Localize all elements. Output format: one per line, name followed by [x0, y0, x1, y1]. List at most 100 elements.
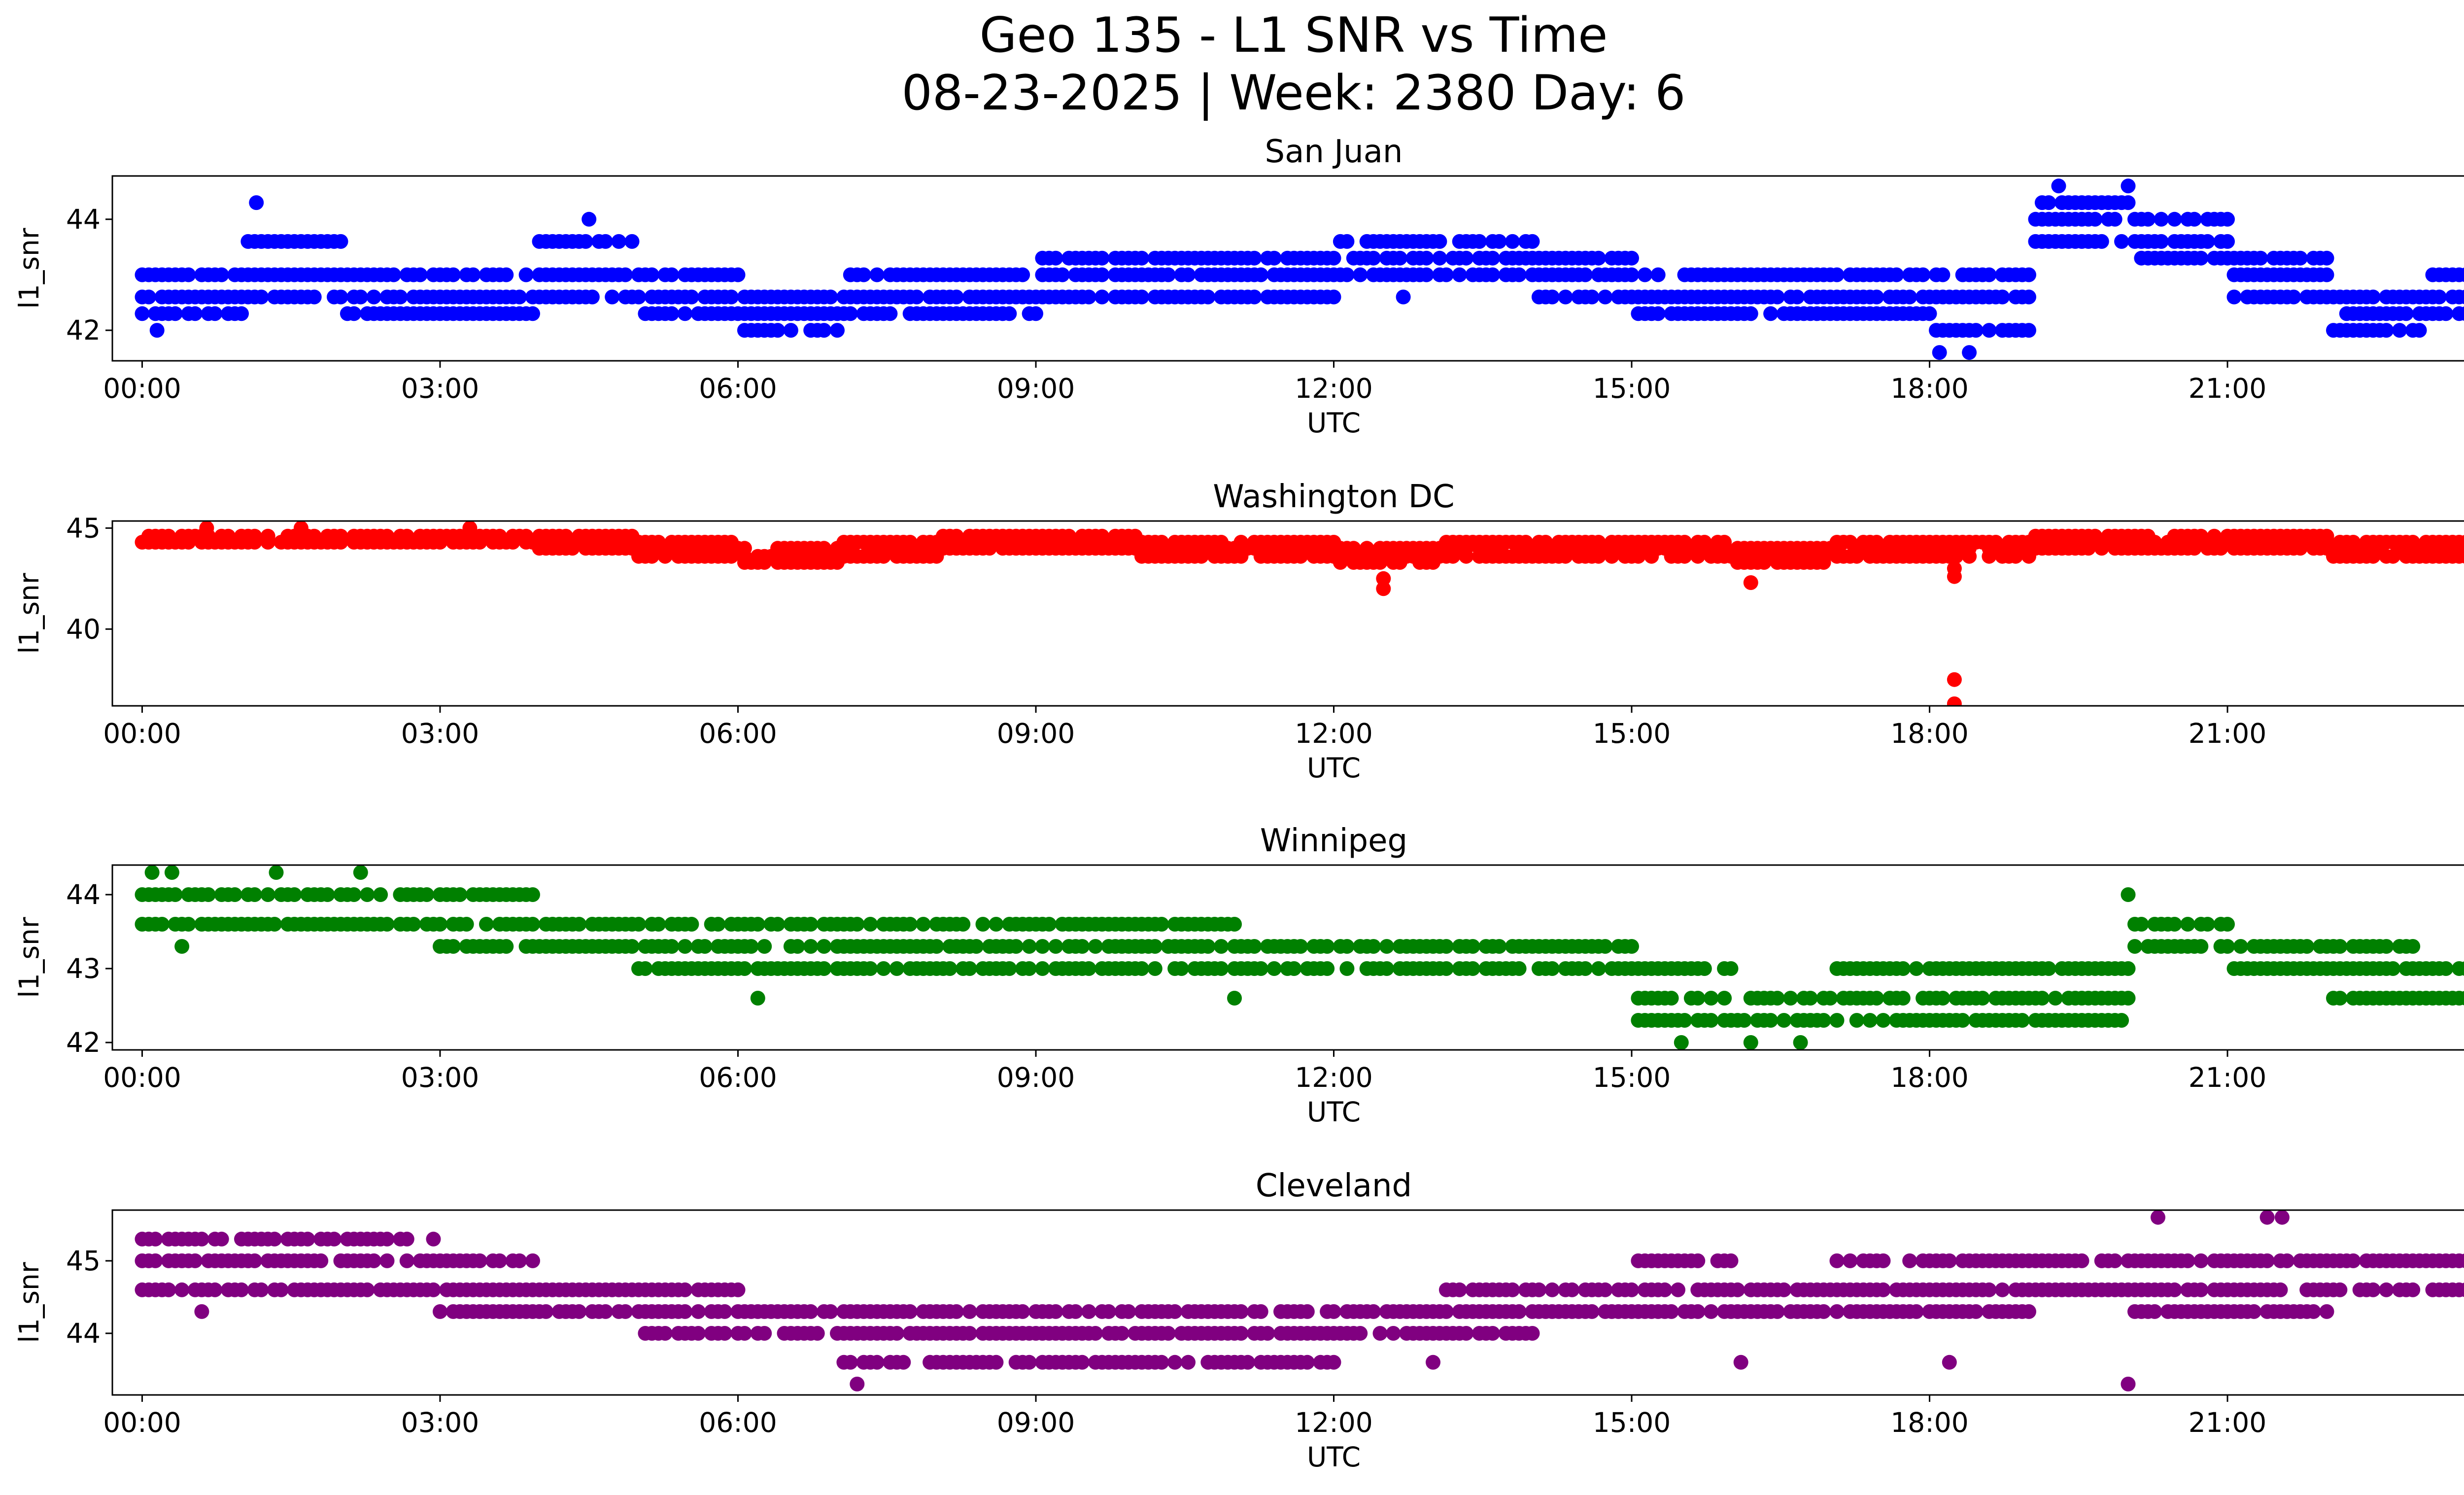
y-tick-label: 44: [66, 879, 101, 910]
data-point: [1492, 234, 1507, 249]
data-point: [2438, 961, 2454, 976]
data-point: [1968, 1304, 1984, 1319]
data-point: [1511, 1304, 1527, 1319]
data-point: [1558, 289, 1573, 305]
data-point: [684, 289, 699, 305]
data-point: [154, 917, 170, 932]
y-axis-label: l1_snr: [13, 573, 45, 654]
data-point: [260, 528, 275, 544]
data-point: [1233, 1304, 1249, 1319]
data-point: [2180, 917, 2195, 932]
data-point: [1895, 991, 1911, 1006]
data-point: [399, 1231, 414, 1247]
data-point: [2379, 323, 2394, 338]
data-point: [1114, 1326, 1129, 1341]
data-point: [598, 234, 613, 249]
data-point: [1247, 250, 1262, 266]
data-point: [1869, 535, 1884, 550]
data-point: [267, 1231, 282, 1247]
data-point: [1624, 267, 1639, 282]
data-point: [803, 1304, 819, 1319]
data-point: [426, 1231, 441, 1247]
x-tick-label: 15:00: [1593, 373, 1671, 404]
data-point: [1916, 267, 1931, 282]
data-point: [1690, 1304, 1706, 1319]
data-point: [1803, 991, 1818, 1006]
outlier-point: [149, 323, 165, 338]
data-point: [1081, 961, 1096, 976]
data-point: [1829, 1013, 1845, 1028]
data-point: [2286, 289, 2301, 305]
data-point: [2114, 234, 2129, 249]
data-point: [962, 961, 977, 976]
data-point: [717, 1304, 732, 1319]
data-point: [598, 1304, 613, 1319]
data-point: [949, 289, 964, 305]
outlier-point: [462, 521, 478, 536]
data-point: [1088, 939, 1103, 954]
data-point: [1181, 1355, 1196, 1370]
data-point: [2273, 1282, 2288, 1297]
outlier-point: [249, 195, 264, 210]
data-point: [234, 306, 249, 321]
data-point: [1366, 939, 1381, 954]
data-point: [1041, 917, 1057, 932]
data-point: [1048, 250, 1063, 266]
data-point: [433, 917, 447, 932]
data-point: [2458, 289, 2464, 305]
data-point: [1624, 250, 1639, 266]
data-point: [1061, 528, 1077, 544]
data-point: [1525, 234, 1540, 249]
data-point: [525, 887, 540, 902]
x-tick-label: 15:00: [1593, 718, 1671, 749]
data-point: [1095, 250, 1110, 266]
data-point: [1829, 1253, 1845, 1268]
data-point: [2379, 1282, 2394, 1297]
data-point: [2332, 991, 2348, 1006]
data-point: [2167, 211, 2182, 227]
data-point: [2200, 917, 2215, 932]
data-point: [433, 1304, 447, 1319]
data-point: [1598, 289, 1613, 305]
data-point: [2088, 211, 2103, 227]
data-point: [360, 887, 375, 902]
data-point: [2220, 917, 2235, 932]
data-point: [2167, 917, 2182, 932]
data-point: [2226, 289, 2242, 305]
data-point: [817, 939, 832, 954]
data-point: [1591, 250, 1606, 266]
data-point: [1624, 1282, 1639, 1297]
data-point: [207, 1282, 223, 1297]
data-point: [1326, 289, 1341, 305]
data-point: [2021, 1304, 2036, 1319]
data-point: [2458, 306, 2464, 321]
data-point: [909, 289, 924, 305]
data-point: [307, 289, 322, 305]
data-point: [174, 1282, 190, 1297]
data-point: [902, 917, 918, 932]
data-point: [379, 917, 395, 932]
data-point: [678, 939, 692, 954]
data-point: [1233, 1326, 1249, 1341]
data-point: [1121, 1304, 1136, 1319]
data-point: [2431, 289, 2447, 305]
data-point: [843, 1355, 858, 1370]
data-point: [1452, 267, 1467, 282]
subplot-title: Washington DC: [1213, 479, 1454, 515]
data-point: [962, 1304, 977, 1319]
data-point: [1876, 1282, 1891, 1297]
data-point: [2279, 1253, 2294, 1268]
data-point: [320, 887, 335, 902]
data-point: [1048, 1304, 1063, 1319]
subplot-title: San Juan: [1265, 134, 1403, 170]
outlier-point: [2151, 1210, 2165, 1225]
data-point: [254, 1282, 269, 1297]
data-point: [1995, 289, 2010, 305]
data-point: [187, 306, 203, 321]
data-point: [181, 917, 196, 932]
x-axis-label: UTC: [1307, 752, 1361, 784]
data-point: [1982, 323, 1997, 338]
data-point: [889, 1326, 904, 1341]
data-point: [1459, 250, 1474, 266]
